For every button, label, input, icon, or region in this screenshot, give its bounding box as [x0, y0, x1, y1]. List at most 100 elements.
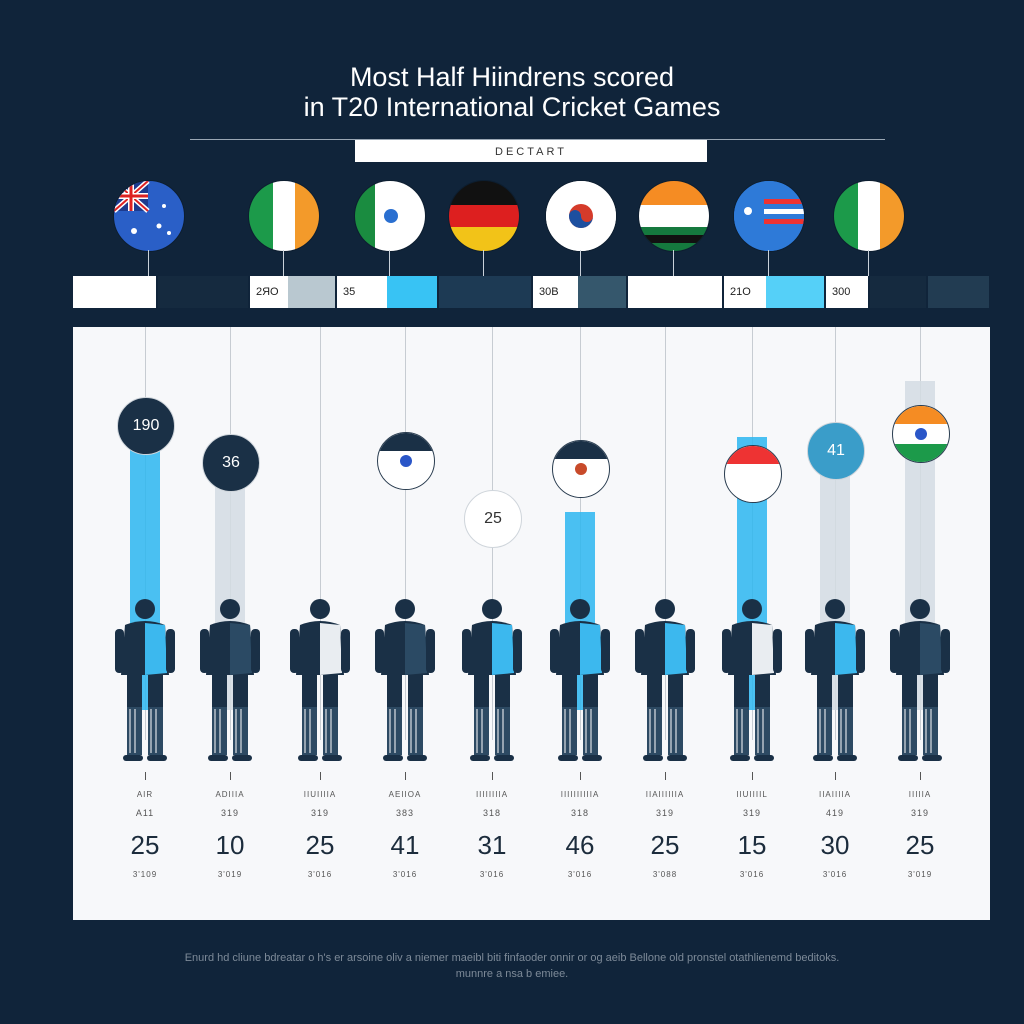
- player-silhouette-icon: [548, 595, 612, 765]
- flag-australia-icon: [113, 180, 185, 252]
- value-label: 25: [305, 830, 335, 860]
- axis-tick: [405, 772, 406, 780]
- category-label: IIUIIIIL: [736, 790, 768, 799]
- value-sublabel: 3'109: [132, 870, 158, 879]
- axis-tick: [230, 772, 231, 780]
- value-label: 41: [390, 830, 420, 860]
- strip-cell: 300: [826, 276, 868, 308]
- flag-stem: [768, 250, 769, 276]
- category-sublabel: 383: [395, 808, 415, 818]
- flag-stem: [483, 250, 484, 276]
- strip-cell: 35: [337, 276, 387, 308]
- strip-label: 35: [343, 286, 356, 298]
- category-sublabel: 319: [910, 808, 930, 818]
- axis-tick: [580, 772, 581, 780]
- strip-cell: 2ЯО: [250, 276, 288, 308]
- guide-line: [320, 327, 321, 740]
- flag-badge-icon: [377, 432, 435, 490]
- category-label: IIIIIIIIIIA: [560, 790, 600, 799]
- flag-stripes-icon: [733, 180, 805, 252]
- value-label: 30: [820, 830, 850, 860]
- category-sublabel: 319: [742, 808, 762, 818]
- value-label: 25: [130, 830, 160, 860]
- strip-cell: [439, 276, 531, 308]
- flag-india-icon: [638, 180, 710, 252]
- category-label: AEIIOA: [388, 790, 422, 799]
- footer-note-line-2: munnre a nsa b emiee.: [455, 968, 569, 980]
- flag-green-white-icon: [354, 180, 426, 252]
- value-sublabel: 3'016: [567, 870, 593, 879]
- chart-title-line-1: Most Half Hiindrens scored: [349, 62, 675, 92]
- footer-note-line-1: Enurd hd cliune bdreatar o h's er arsoin…: [184, 952, 840, 964]
- strip-cell: [766, 276, 824, 308]
- player-silhouette-icon: [113, 595, 177, 765]
- value-sublabel: 3'088: [652, 870, 678, 879]
- value-sublabel: 3'016: [307, 870, 333, 879]
- flag-korea-icon: [545, 180, 617, 252]
- strip-cell: [288, 276, 335, 308]
- flag-germany-icon: [448, 180, 520, 252]
- player-silhouette-icon: [803, 595, 867, 765]
- axis-tick: [752, 772, 753, 780]
- flag-ireland-icon: [248, 180, 320, 252]
- title-rule: [190, 139, 885, 140]
- strip-cell: [158, 276, 248, 308]
- strip-label: 300: [832, 286, 851, 298]
- axis-tick: [665, 772, 666, 780]
- value-badge: 25: [464, 489, 522, 548]
- flag-stem: [283, 250, 284, 276]
- category-label: IIAIIIIA: [818, 790, 851, 799]
- strip-cell: [628, 276, 722, 308]
- strip-label: 2ЯО: [256, 286, 279, 298]
- category-sublabel: 318: [482, 808, 502, 818]
- strip-cell: [73, 276, 156, 308]
- flag-stem: [868, 250, 869, 276]
- axis-tick: [835, 772, 836, 780]
- strip-cell: [928, 276, 989, 308]
- value-label: 15: [737, 830, 767, 860]
- value-sublabel: 3'019: [907, 870, 933, 879]
- value-badge: 36: [202, 434, 260, 492]
- player-silhouette-icon: [288, 595, 352, 765]
- category-sublabel: 419: [825, 808, 845, 818]
- flag-badge-icon: [892, 405, 950, 463]
- category-label: AIR: [136, 790, 154, 799]
- strip-cell: [578, 276, 626, 308]
- value-sublabel: 3'016: [739, 870, 765, 879]
- category-sublabel: A11: [135, 808, 155, 818]
- category-sublabel: 319: [655, 808, 675, 818]
- category-label: ADIIIA: [215, 790, 245, 799]
- flag-badge-icon: [552, 440, 610, 498]
- value-label: 31: [477, 830, 507, 860]
- strip-cell: 21O: [724, 276, 766, 308]
- strip-label: 30B: [539, 286, 559, 298]
- strip-cell: 30B: [533, 276, 578, 308]
- guide-line: [665, 327, 666, 740]
- strip-cell: [870, 276, 926, 308]
- flag-badge-icon: [724, 445, 782, 503]
- category-label: IIUIIIIA: [303, 790, 337, 799]
- player-silhouette-icon: [633, 595, 697, 765]
- guide-line: [405, 327, 406, 740]
- strip-cell: [387, 276, 437, 308]
- value-sublabel: 3'016: [479, 870, 505, 879]
- value-badge: 41: [807, 421, 865, 480]
- flag-stem: [673, 250, 674, 276]
- flag-ireland-2-icon: [833, 180, 905, 252]
- value-label: 10: [215, 830, 245, 860]
- value-label: 25: [650, 830, 680, 860]
- player-silhouette-icon: [373, 595, 437, 765]
- axis-tick: [920, 772, 921, 780]
- axis-tick: [320, 772, 321, 780]
- category-label: IIIIIA: [908, 790, 932, 799]
- category-sublabel: 319: [220, 808, 240, 818]
- axis-tick: [492, 772, 493, 780]
- value-sublabel: 3'016: [392, 870, 418, 879]
- strip-label: 21O: [730, 286, 751, 298]
- player-silhouette-icon: [888, 595, 952, 765]
- category-label: IIAIIIIIIA: [645, 790, 685, 799]
- player-silhouette-icon: [198, 595, 262, 765]
- category-sublabel: 319: [310, 808, 330, 818]
- value-label: 25: [905, 830, 935, 860]
- value-badge: 190: [117, 396, 175, 455]
